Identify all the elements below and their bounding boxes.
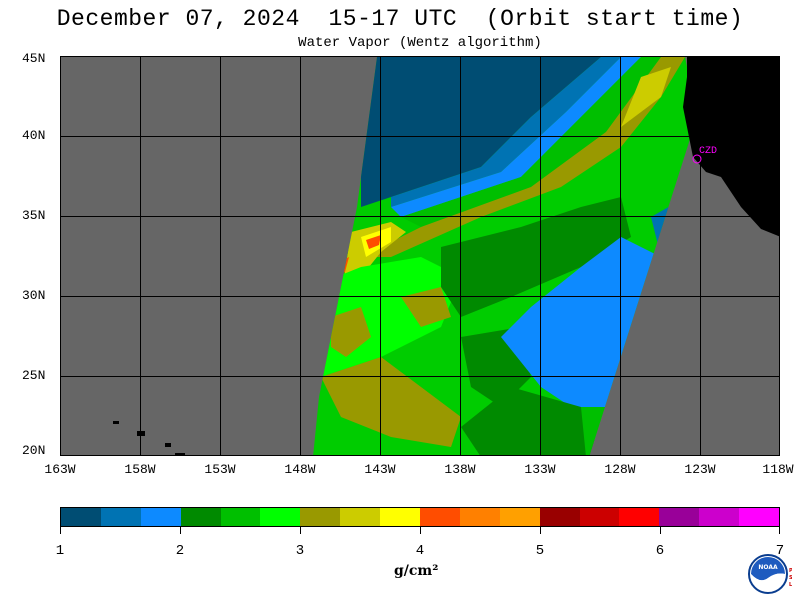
lat-label: 45N xyxy=(22,51,46,66)
map-title: December 07, 2024 15-17 UTC (Orbit start… xyxy=(56,6,744,32)
lat-label: 35N xyxy=(22,208,46,223)
psl-letter: L xyxy=(789,582,792,588)
noaa-logo-icon: NOAA P S L xyxy=(748,554,793,594)
colorbar-segment xyxy=(619,508,660,526)
lon-label: 133W xyxy=(524,462,556,477)
colorbar-segment xyxy=(420,508,460,526)
lat-label: 25N xyxy=(22,368,46,383)
colorbar-segment xyxy=(739,508,780,526)
lon-label: 143W xyxy=(364,462,396,477)
colorbar-tick xyxy=(540,527,541,534)
colorbar-tick-label: 1 xyxy=(55,543,65,559)
colorbar-tick xyxy=(60,527,61,534)
colorbar-segment xyxy=(539,508,580,526)
lon-label: 118W xyxy=(762,462,794,477)
lon-label: 138W xyxy=(444,462,476,477)
island xyxy=(175,453,185,455)
lon-label: 148W xyxy=(284,462,316,477)
noaa-logo: NOAA P S L xyxy=(748,552,793,596)
colorbar-segment xyxy=(61,508,101,526)
colorbar-tick-label: 6 xyxy=(655,543,665,559)
colorbar-tick xyxy=(660,527,661,534)
colorbar-segment xyxy=(380,508,421,526)
colorbar-tick xyxy=(180,527,181,534)
colorbar-segment xyxy=(100,508,141,526)
colorbar-tick-label: 3 xyxy=(295,543,305,559)
island xyxy=(165,443,171,447)
colorbar-segment xyxy=(180,508,221,526)
lat-label: 30N xyxy=(22,288,46,303)
colorbar-units: g/cm² xyxy=(394,563,439,579)
station-marker-czd xyxy=(692,154,702,164)
map-subtitle: Water Vapor (Wentz algorithm) xyxy=(298,35,542,51)
colorbar xyxy=(60,507,780,527)
lon-label: 153W xyxy=(204,462,236,477)
lat-label: 40N xyxy=(22,128,46,143)
lon-label: 163W xyxy=(44,462,76,477)
map-grid xyxy=(61,57,779,455)
colorbar-tick-label: 4 xyxy=(415,543,425,559)
colorbar-segment xyxy=(699,508,740,526)
lon-label: 128W xyxy=(604,462,636,477)
colorbar-segment xyxy=(140,508,181,526)
colorbar-tick-label: 7 xyxy=(775,543,785,559)
colorbar-segment xyxy=(579,508,620,526)
island xyxy=(113,421,119,424)
lon-label: 158W xyxy=(124,462,156,477)
colorbar-tick xyxy=(300,527,301,534)
station-label-czd: CZD xyxy=(699,146,718,157)
colorbar-segment xyxy=(459,508,500,526)
colorbar-segment xyxy=(340,508,381,526)
colorbar-segment xyxy=(300,508,341,526)
map-canvas xyxy=(61,57,779,455)
noaa-logo-text: NOAA xyxy=(758,564,778,571)
land-mass xyxy=(683,57,779,237)
colorbar-tick xyxy=(420,527,421,534)
lat-label: 20N xyxy=(22,443,46,458)
colorbar-segment xyxy=(499,508,540,526)
lon-label: 123W xyxy=(684,462,716,477)
colorbar-segment xyxy=(260,508,301,526)
psl-letter: P xyxy=(789,568,792,574)
colorbar-segment xyxy=(220,508,261,526)
psl-letter: S xyxy=(789,575,792,581)
colorbar-tick-label: 5 xyxy=(535,543,545,559)
colorbar-segment xyxy=(659,508,700,526)
colorbar-tick-label: 2 xyxy=(175,543,185,559)
colorbar-tick xyxy=(779,527,780,534)
water-vapor-map xyxy=(60,56,780,456)
